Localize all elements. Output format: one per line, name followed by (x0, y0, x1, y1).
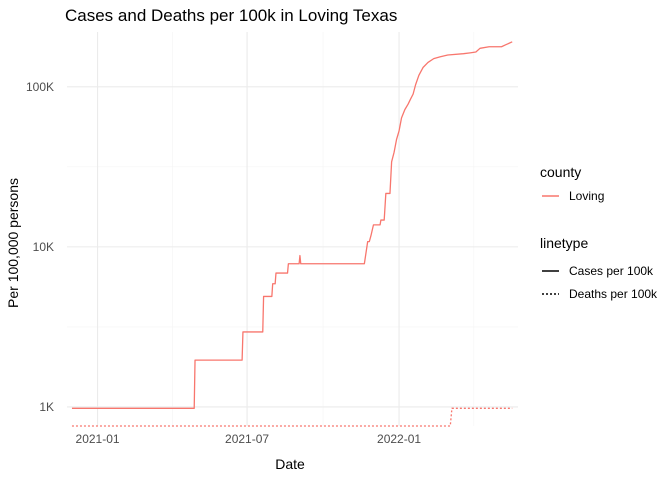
legend-label-loving: Loving (569, 189, 604, 203)
y-tick-label: 1K (39, 400, 54, 414)
y-axis-title: Per 100,000 persons (5, 178, 21, 308)
legend-linetype-title: linetype (540, 235, 588, 251)
legend: county Loving linetype Cases per 100k De… (540, 164, 658, 301)
grid (67, 32, 518, 426)
series-cases-line (71, 41, 513, 409)
y-tick-label: 10K (33, 240, 54, 254)
legend-label-cases: Cases per 100k (569, 264, 654, 278)
y-tick-label: 100K (26, 80, 54, 94)
x-axis-ticks: 2021-01 2021-07 2022-01 (76, 432, 422, 446)
chart-title: Cases and Deaths per 100k in Loving Texa… (65, 6, 397, 25)
x-tick-label: 2022-01 (377, 432, 421, 446)
x-tick-label: 2021-07 (225, 432, 269, 446)
legend-color-title: county (540, 164, 581, 180)
y-axis-ticks: 1K 10K 100K (26, 80, 54, 414)
plot-series (71, 41, 513, 427)
x-axis-title: Date (275, 456, 305, 472)
legend-label-deaths: Deaths per 100k (569, 287, 658, 301)
x-tick-label: 2021-01 (76, 432, 120, 446)
series-deaths-line (71, 407, 513, 427)
